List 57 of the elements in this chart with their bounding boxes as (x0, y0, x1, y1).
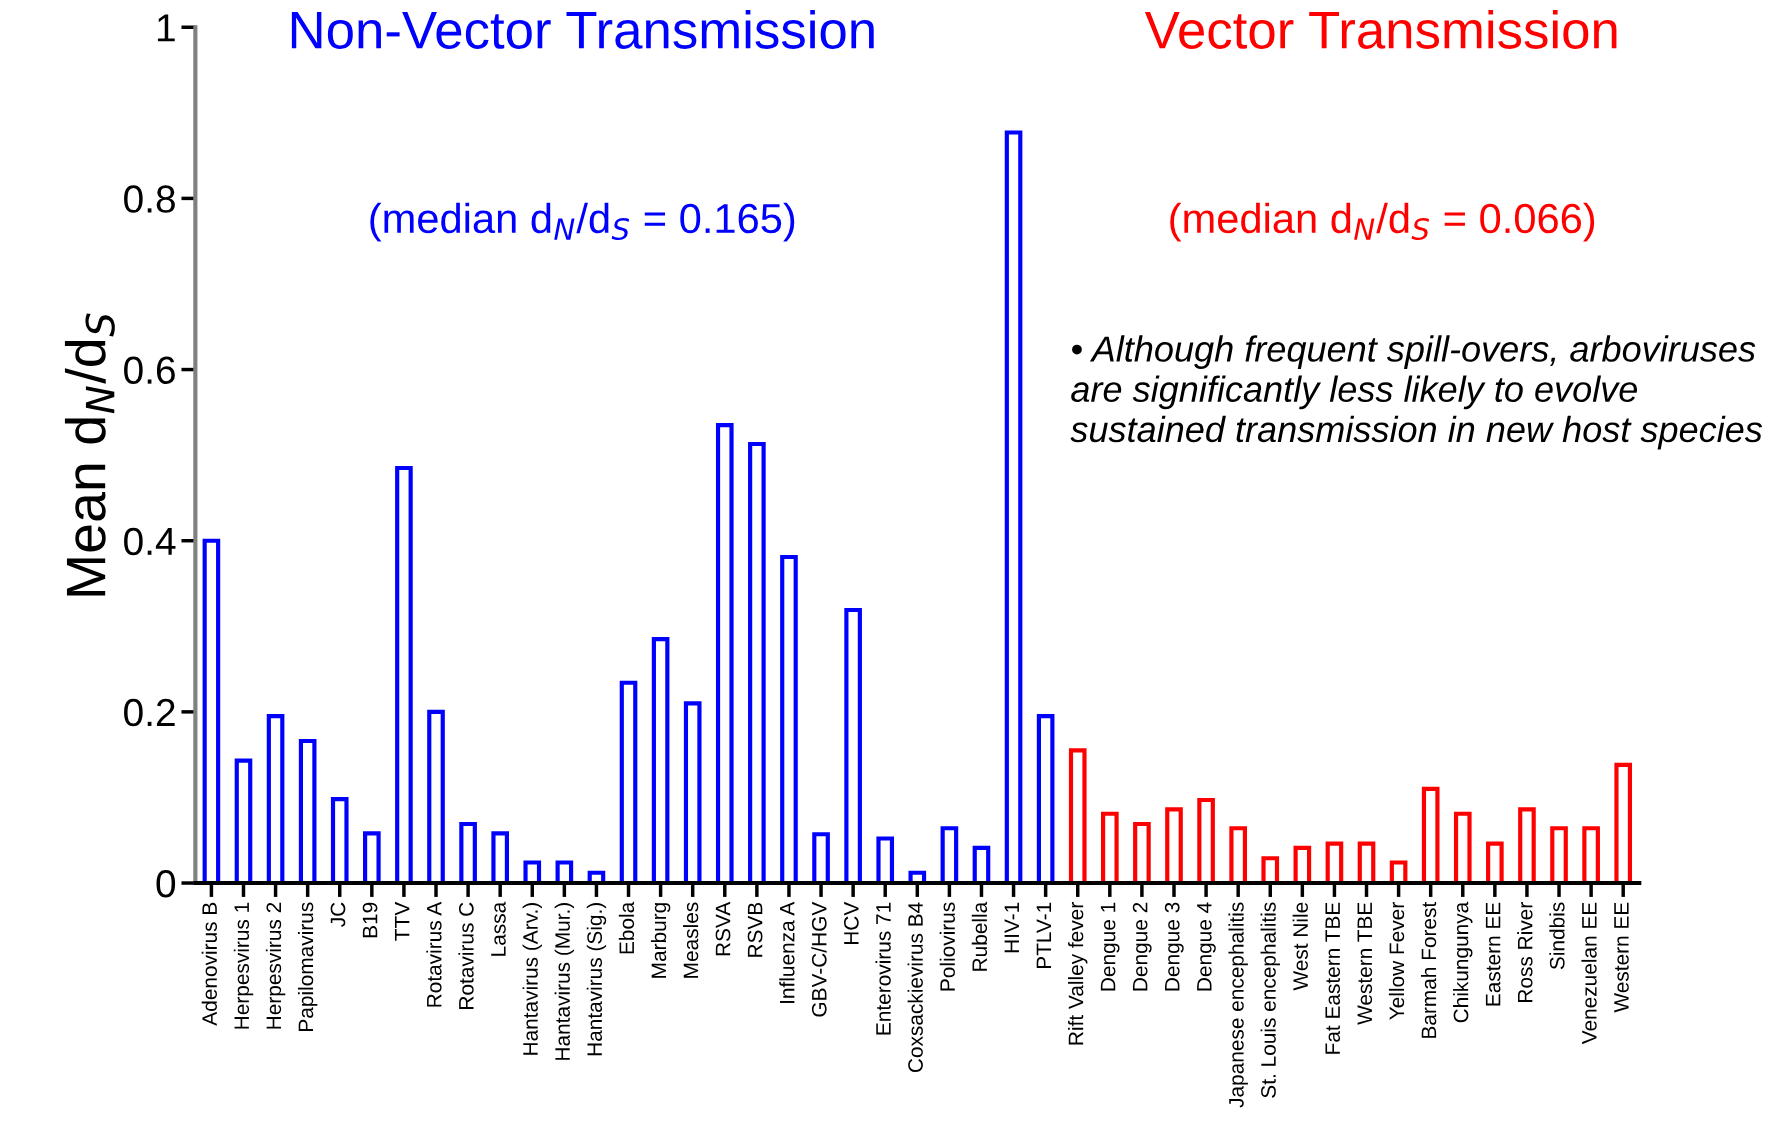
x-tick-label: B19 (362, 902, 378, 938)
y-axis-title: Mean d$_{N}$/d$_{S}$ (64, 313, 115, 596)
x-tick-label: Dengue 4 (1197, 902, 1216, 991)
x-tick-label: Coxsackievirus B4 (907, 902, 923, 1073)
annotation: (median d$_{N}$/d$_{S}$ = 0.165) (370, 202, 795, 242)
x-tick-label: TTV (394, 901, 410, 941)
x-tick-label: Barmah Forest (1420, 901, 1437, 1038)
x-tick-label: Dengue 3 (1164, 902, 1184, 991)
x-tick-label: Eastern EE (1485, 902, 1501, 1006)
x-tick-label: Rotavirus C (458, 902, 474, 1009)
x-tick-label: Rift Valley fever (1068, 902, 1088, 1045)
x-tick-label: HIV-1 (1004, 902, 1019, 953)
y-tick-label: 0.4 (124, 527, 176, 556)
y-tick-label: 1 (157, 14, 175, 42)
x-tick-label: Venezuelan EE (1581, 902, 1597, 1045)
x-tick-label: Poliovirus (939, 902, 955, 991)
x-tick-label: Yellow Fever (1388, 902, 1405, 1020)
x-tick-label: West Nile (1292, 902, 1308, 991)
x-tick-label: St. Louis encephalitis (1260, 902, 1280, 1098)
x-tick-label: HCV (843, 901, 859, 945)
x-tick-label: JC (330, 902, 346, 927)
x-tick-label: Papilomavirus (297, 902, 318, 1031)
annotation: (median d$_{N}$/d$_{S}$ = 0.066) (1170, 202, 1595, 242)
x-tick-label: Measles (682, 902, 699, 978)
x-tick-label: RSVA (715, 901, 731, 956)
x-tick-label: Ebola (618, 901, 635, 954)
x-tick-label: Herpesvirus 2 (265, 902, 286, 1029)
x-tick-label: Western EE (1614, 902, 1629, 1013)
x-tick-label: Sindbis (1549, 902, 1565, 970)
x-tick-label: Enterovirus 71 (875, 902, 891, 1035)
text: Non-Vector Transmission (291, 10, 874, 49)
y-tick-label: 0.6 (124, 356, 175, 385)
x-tick-label: Hantavirus (Mur.) (554, 903, 575, 1060)
x-tick-label: Western TBE (1357, 902, 1373, 1025)
y-tick-label: 0 (156, 869, 176, 898)
x-tick-label: Hantavirus (Sig.) (586, 903, 607, 1056)
x-tick-label: Dengue 1 (1100, 902, 1120, 991)
x-tick-label: Rubella (971, 901, 988, 971)
x-tick-label: Influenza A (779, 901, 795, 1003)
x-tick-label: Japanese encephalitis (1228, 902, 1248, 1108)
y-tick-label: 0.2 (124, 698, 175, 727)
x-tick-label: Adenovirus B (201, 902, 217, 1026)
x-tick-label: Chikungunya (1453, 901, 1473, 1023)
x-tick-label: Dengue 2 (1132, 902, 1152, 991)
annotation: • Although frequent spill-overs, arboviruses are significantly less likely to evolve sustained transmission in new host species (1070, 335, 1763, 450)
x-tick-label: Hantavirus (Arv.) (522, 903, 542, 1055)
x-tick-label: Marburg (650, 903, 671, 978)
x-tick-label: Fat Eastern TBE (1325, 902, 1341, 1054)
x-tick-label: Lassa (491, 901, 506, 956)
x-tick-label: RSVB (747, 902, 763, 957)
x-tick-label: PTLV-1 (1036, 902, 1052, 969)
x-tick-label: Herpesvirus 1 (233, 902, 254, 1029)
x-tick-label: Ross River (1517, 902, 1533, 1002)
text: Vector Transmission (1144, 10, 1617, 49)
x-tick-label: GBV-C/HGV (811, 901, 827, 1017)
y-tick-label: 0.8 (124, 185, 175, 213)
x-tick-label: Rotavirus A (426, 901, 442, 1007)
